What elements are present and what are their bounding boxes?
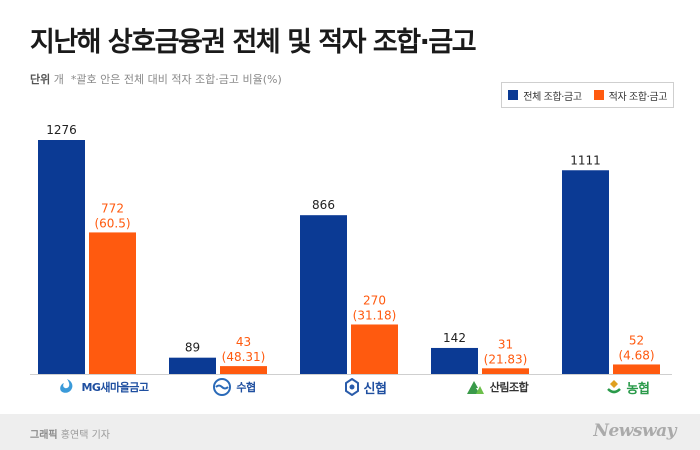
bar-deficit bbox=[351, 324, 398, 374]
note-text: *괄호 안은 전체 대비 적자 조합·금고 비율(%) bbox=[70, 73, 282, 86]
data-label-percent: (31.18) bbox=[353, 308, 397, 322]
bar-total bbox=[38, 140, 85, 374]
data-label-deficit: 270 bbox=[363, 293, 386, 307]
data-label-total: 89 bbox=[185, 341, 200, 355]
bar-deficit bbox=[220, 366, 267, 374]
footer: 그래픽 홍연택 기자 Newsway bbox=[0, 414, 700, 450]
legend-item-total: 전체 조합·금고 bbox=[508, 88, 582, 103]
credit-name: 홍연택 기자 bbox=[60, 430, 110, 441]
category-logo-suhyup: 수협 bbox=[169, 372, 300, 402]
category-logo-shinhyup: 신협 bbox=[300, 372, 431, 402]
legend-label-total: 전체 조합·금고 bbox=[523, 91, 582, 103]
newsway-logo: Newsway bbox=[593, 421, 676, 441]
category-logo-label: 신협 bbox=[363, 381, 387, 397]
suhyup-logo-icon bbox=[213, 378, 232, 396]
data-label-deficit: 772 bbox=[101, 201, 124, 215]
data-label-deficit: 31 bbox=[498, 337, 513, 351]
mg-logo-icon bbox=[60, 379, 73, 393]
data-label-percent: (4.68) bbox=[618, 348, 654, 362]
data-label-deficit: 43 bbox=[236, 335, 251, 349]
category-logo-label: MG새마을금고 bbox=[81, 381, 149, 394]
legend-item-deficit: 적자 조합·금고 bbox=[593, 88, 668, 103]
unit-value: 개 bbox=[53, 73, 64, 86]
legend-label-deficit: 적자 조합·금고 bbox=[608, 91, 668, 103]
bar-total bbox=[169, 357, 216, 374]
category-logo-mg: MG새마을금고 bbox=[38, 372, 169, 402]
unit-label: 단위 bbox=[30, 73, 51, 86]
shinhyup-logo-icon bbox=[344, 378, 359, 396]
nonghyup-logo-icon bbox=[606, 380, 621, 394]
data-label-total: 1111 bbox=[570, 153, 601, 167]
data-label-deficit: 52 bbox=[629, 333, 644, 347]
bar-total bbox=[300, 215, 347, 374]
data-label-total: 142 bbox=[443, 331, 466, 345]
bar-deficit bbox=[613, 364, 660, 374]
data-label-total: 1276 bbox=[46, 123, 77, 137]
category-logo-row: MG새마을금고 수협 신협 산림조합 bbox=[0, 372, 700, 402]
category-logo-label: 산림조합 bbox=[489, 381, 529, 394]
legend-swatch-total bbox=[508, 90, 519, 100]
category-logo-nonghyup: 농협 bbox=[562, 372, 693, 402]
legend-swatch-deficit bbox=[593, 90, 604, 100]
chart-legend: 전체 조합·금고 적자 조합·금고 bbox=[501, 82, 674, 108]
data-label-percent: (60.5) bbox=[94, 216, 130, 230]
chart-subtitle: 단위 개 *괄호 안은 전체 대비 적자 조합·금고 비율(%) bbox=[30, 71, 282, 87]
graphic-credit: 그래픽 홍연택 기자 bbox=[30, 426, 110, 441]
category-logo-forestry: 산림조합 bbox=[431, 372, 562, 402]
credit-label: 그래픽 bbox=[30, 430, 58, 441]
bar-deficit bbox=[89, 232, 136, 374]
chart-title: 지난해 상호금융권 전체 및 적자 조합·금고 bbox=[30, 27, 477, 58]
bar-total bbox=[562, 170, 609, 374]
data-label-percent: (48.31) bbox=[222, 350, 266, 364]
category-logo-label: 수협 bbox=[236, 381, 256, 394]
forestry-logo-icon bbox=[466, 381, 484, 394]
bar-deficit bbox=[482, 368, 529, 374]
data-label-total: 866 bbox=[312, 198, 335, 212]
category-logo-label: 농협 bbox=[626, 381, 650, 397]
data-label-percent: (21.83) bbox=[484, 352, 528, 366]
bar-total bbox=[431, 347, 478, 374]
